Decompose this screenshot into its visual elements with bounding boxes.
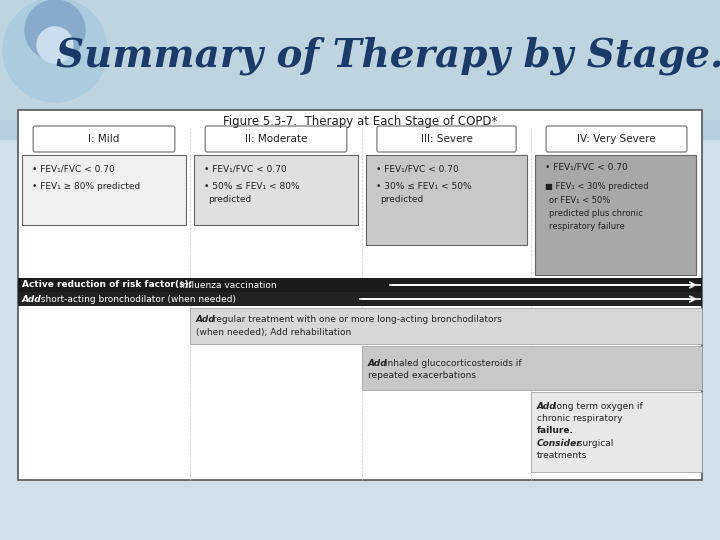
Text: predicted: predicted xyxy=(208,195,251,204)
Text: Influenza vaccination: Influenza vaccination xyxy=(177,280,276,289)
FancyBboxPatch shape xyxy=(33,126,175,152)
Text: • FEV₁/FVC < 0.70: • FEV₁/FVC < 0.70 xyxy=(376,165,459,174)
Text: • 30% ≤ FEV₁ < 50%: • 30% ≤ FEV₁ < 50% xyxy=(376,182,472,191)
Text: long term oxygen if: long term oxygen if xyxy=(551,402,643,411)
FancyBboxPatch shape xyxy=(18,278,702,292)
Text: • FEV₁/FVC < 0.70: • FEV₁/FVC < 0.70 xyxy=(545,162,628,171)
Text: predicted plus chronic: predicted plus chronic xyxy=(549,209,643,218)
FancyBboxPatch shape xyxy=(194,155,358,225)
FancyBboxPatch shape xyxy=(535,155,696,275)
Text: respiratory failure: respiratory failure xyxy=(549,222,625,231)
Text: repeated exacerbations: repeated exacerbations xyxy=(368,370,476,380)
FancyBboxPatch shape xyxy=(22,155,186,225)
FancyBboxPatch shape xyxy=(377,126,516,152)
Text: regular treatment with one or more long-acting bronchodilators: regular treatment with one or more long-… xyxy=(210,315,502,325)
Text: treatments: treatments xyxy=(537,451,588,460)
Text: Summary of Therapy by Stage.: Summary of Therapy by Stage. xyxy=(56,37,720,75)
Text: inhaled glucocorticosteroids if: inhaled glucocorticosteroids if xyxy=(382,359,521,368)
Text: • FEV₁ ≥ 80% predicted: • FEV₁ ≥ 80% predicted xyxy=(32,182,140,191)
Text: (when needed); Add rehabilitation: (when needed); Add rehabilitation xyxy=(196,327,351,336)
Text: ■ FEV₁ < 30% predicted: ■ FEV₁ < 30% predicted xyxy=(545,182,649,191)
FancyBboxPatch shape xyxy=(0,0,720,120)
Text: • 50% ≤ FEV₁ < 80%: • 50% ≤ FEV₁ < 80% xyxy=(204,182,300,191)
Text: short-acting bronchodilator (when needed): short-acting bronchodilator (when needed… xyxy=(38,294,236,303)
Text: Add: Add xyxy=(368,359,388,368)
Text: Add: Add xyxy=(537,402,557,411)
Text: Consider: Consider xyxy=(537,439,582,448)
FancyBboxPatch shape xyxy=(205,126,347,152)
FancyBboxPatch shape xyxy=(0,140,720,540)
Text: Add: Add xyxy=(196,315,216,325)
Text: Figure 5.3-7.  Therapy at Each Stage of COPD*: Figure 5.3-7. Therapy at Each Stage of C… xyxy=(222,116,498,129)
FancyBboxPatch shape xyxy=(18,292,702,306)
Text: or FEV₁ < 50%: or FEV₁ < 50% xyxy=(549,196,611,205)
FancyBboxPatch shape xyxy=(190,308,702,344)
Circle shape xyxy=(3,0,107,102)
Circle shape xyxy=(37,27,73,63)
FancyBboxPatch shape xyxy=(546,126,687,152)
Text: chronic respiratory: chronic respiratory xyxy=(537,414,623,423)
Text: I: Mild: I: Mild xyxy=(89,134,120,144)
Text: III: Severe: III: Severe xyxy=(420,134,472,144)
FancyBboxPatch shape xyxy=(531,392,702,472)
FancyBboxPatch shape xyxy=(18,110,702,480)
Text: failure.: failure. xyxy=(537,426,574,435)
Text: Add: Add xyxy=(22,294,42,303)
Text: predicted: predicted xyxy=(380,195,423,204)
Text: Active reduction of risk factor(s);: Active reduction of risk factor(s); xyxy=(22,280,192,289)
Circle shape xyxy=(25,0,85,60)
Text: • FEV₁/FVC < 0.70: • FEV₁/FVC < 0.70 xyxy=(204,165,287,174)
Text: • FEV₁/FVC < 0.70: • FEV₁/FVC < 0.70 xyxy=(32,165,114,174)
Text: II: Moderate: II: Moderate xyxy=(245,134,307,144)
FancyBboxPatch shape xyxy=(362,346,702,390)
Text: IV: Very Severe: IV: Very Severe xyxy=(577,134,656,144)
Text: surgical: surgical xyxy=(575,439,613,448)
FancyBboxPatch shape xyxy=(366,155,527,245)
